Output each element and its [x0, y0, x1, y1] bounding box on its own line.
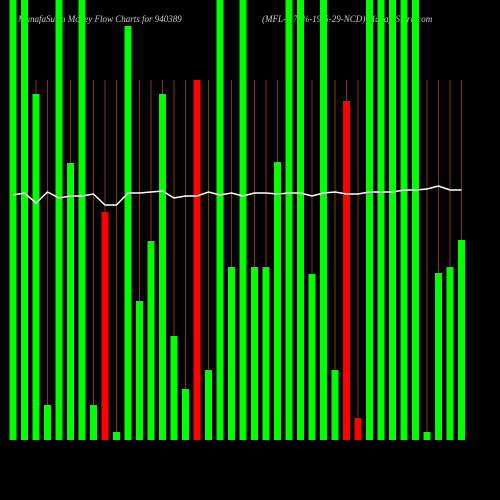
bar [193, 80, 201, 440]
bar [354, 418, 362, 440]
bar [389, 0, 396, 440]
bar [32, 94, 40, 440]
bar [55, 0, 63, 440]
bar [377, 0, 385, 440]
bar [170, 336, 178, 440]
bar [400, 0, 408, 440]
bar [239, 0, 247, 440]
bar [67, 163, 74, 440]
bar [44, 405, 51, 440]
bar [423, 432, 431, 440]
bar [159, 94, 166, 440]
bar [113, 432, 120, 440]
bar [446, 267, 454, 440]
bar [9, 0, 17, 440]
bar [124, 26, 132, 440]
bar [435, 273, 442, 440]
bar [205, 370, 212, 440]
bar [412, 0, 419, 440]
bar [285, 0, 293, 440]
bar [274, 162, 281, 440]
bar [320, 0, 327, 440]
bar [458, 240, 465, 440]
chart-subtitle: (MFL-9.75%-19-5-29-NCD) MunafaSutra.com [262, 14, 433, 24]
bar [262, 267, 270, 440]
bar [251, 267, 258, 440]
bar [101, 212, 109, 440]
bar [343, 101, 350, 440]
bar [136, 301, 143, 440]
bar [182, 389, 189, 440]
bar [331, 370, 339, 440]
bar [21, 0, 28, 440]
bar [216, 0, 224, 440]
bar [297, 0, 304, 440]
bar [228, 267, 235, 440]
flow-line [12, 185, 462, 206]
chart-title: MunafaSutra Money Flow Charts for 940389 [17, 14, 182, 24]
bar [308, 274, 316, 440]
bar [366, 0, 373, 440]
bar [147, 241, 155, 440]
bar [90, 405, 97, 440]
bar [78, 0, 86, 440]
